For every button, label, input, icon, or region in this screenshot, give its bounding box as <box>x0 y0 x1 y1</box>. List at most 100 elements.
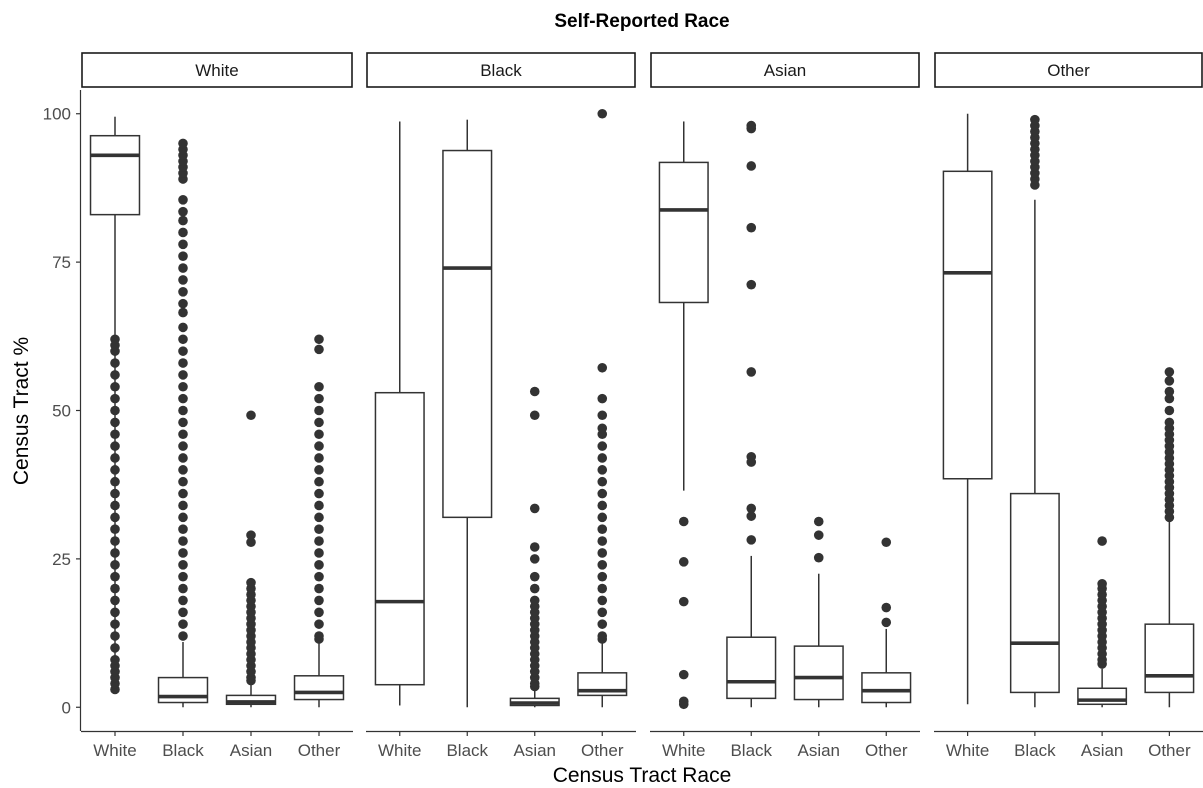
outlier-point <box>178 138 188 149</box>
box-iqr <box>942 170 993 480</box>
outlier-point <box>1164 367 1175 377</box>
outlier-point <box>178 358 188 368</box>
outlier-point <box>1164 393 1175 404</box>
box-iqr <box>442 149 493 519</box>
x-tick-label: White <box>662 741 705 760</box>
outlier-point <box>178 583 188 594</box>
outlier-point <box>178 275 188 285</box>
box-asian-other <box>861 537 912 708</box>
box-asian-white <box>658 121 709 710</box>
facet-strip-label: White <box>195 61 238 80</box>
x-tick-label: Black <box>1014 741 1056 760</box>
outlier-point <box>314 619 324 629</box>
outlier-point <box>597 108 608 119</box>
outlier-point <box>314 631 324 641</box>
outlier-point <box>110 453 120 463</box>
outlier-point <box>246 410 256 421</box>
facet-panels: White White Black Asian Other Black White Black… <box>81 52 1203 760</box>
outlier-point <box>178 334 188 345</box>
facet-strip-white <box>81 52 353 88</box>
box-iqr <box>658 161 709 304</box>
outlier-point <box>178 607 188 618</box>
outlier-point <box>178 512 188 523</box>
outlier-point <box>178 393 188 404</box>
outlier-point <box>746 367 757 377</box>
outlier-point <box>597 488 608 499</box>
x-axis-title: Census Tract Race <box>553 764 732 787</box>
outlier-point <box>178 405 188 416</box>
outlier-point <box>110 381 120 392</box>
outlier-point <box>314 344 324 355</box>
outlier-point <box>314 393 324 404</box>
x-tick-label: Asian <box>1081 741 1124 760</box>
box-other-other <box>1144 367 1195 708</box>
outlier-point <box>314 453 324 463</box>
box-black-asian <box>509 386 560 708</box>
box-black-white <box>374 121 425 706</box>
x-tick-label: White <box>93 741 136 760</box>
outlier-point <box>178 381 188 392</box>
outlier-point <box>597 362 608 373</box>
outlier-point <box>314 536 324 546</box>
x-tick-label: Black <box>162 741 204 760</box>
box-white-black <box>157 138 209 708</box>
outlier-point <box>746 120 757 131</box>
outlier-point <box>746 279 757 290</box>
box-white-white <box>89 116 141 695</box>
outlier-point <box>110 370 120 380</box>
box-other-white <box>942 113 993 705</box>
outlier-point <box>678 696 689 707</box>
outlier-point <box>178 263 188 273</box>
x-tick-label: White <box>946 741 989 760</box>
outlier-point <box>178 631 188 641</box>
outlier-point <box>597 583 608 594</box>
outlier-point <box>110 548 120 558</box>
outlier-point <box>881 602 892 613</box>
outlier-point <box>597 560 608 570</box>
outlier-point <box>110 512 120 523</box>
outlier-point <box>178 619 188 629</box>
outlier-point <box>110 607 120 618</box>
facet-strip-label: Asian <box>764 61 807 80</box>
box-black-other <box>577 108 628 708</box>
outlier-point <box>314 548 324 558</box>
outlier-point <box>178 370 188 380</box>
outlier-point <box>178 500 188 511</box>
box-asian-asian <box>793 516 844 708</box>
outlier-point <box>597 441 608 451</box>
outlier-point <box>110 500 120 511</box>
outlier-point <box>110 619 120 629</box>
outlier-point <box>110 631 120 641</box>
outlier-point <box>110 358 120 368</box>
outlier-point <box>314 476 324 487</box>
outlier-point <box>178 453 188 463</box>
outlier-point <box>178 227 188 238</box>
facet-strip-label: Black <box>480 61 522 80</box>
outlier-point <box>178 417 188 428</box>
outlier-point <box>314 583 324 594</box>
box-iqr <box>374 391 425 686</box>
y-tick-label-1: 25 <box>52 550 71 569</box>
outlier-point <box>597 607 608 618</box>
outlier-point <box>314 417 324 428</box>
outlier-point <box>597 410 608 421</box>
outlier-point <box>110 429 120 440</box>
box-iqr <box>157 676 209 704</box>
outlier-point <box>110 465 120 475</box>
outlier-point <box>678 557 689 567</box>
box-iqr <box>726 636 777 700</box>
outlier-point <box>314 488 324 499</box>
box-other-asian <box>1077 536 1128 708</box>
x-tick-label: Other <box>1148 741 1191 760</box>
outlier-point <box>597 536 608 546</box>
outlier-point <box>178 346 188 356</box>
outlier-point <box>597 619 608 629</box>
outlier-point <box>314 571 324 582</box>
outlier-point <box>178 298 188 309</box>
y-tick-label-3: 75 <box>52 253 71 272</box>
outlier-point <box>597 548 608 558</box>
outlier-point <box>678 596 689 607</box>
outlier-point <box>597 500 608 511</box>
outlier-point <box>746 222 757 233</box>
